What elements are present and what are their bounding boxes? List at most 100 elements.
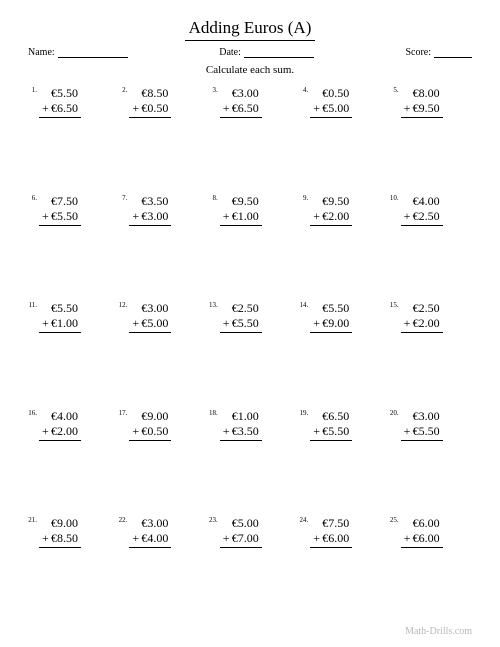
addend-top: €2.50 — [220, 301, 262, 316]
problem-cell: 21.€9.00+€8.50 — [28, 516, 110, 606]
addend-bottom: +€6.50 — [39, 101, 81, 116]
score-label: Score: — [405, 47, 431, 58]
problem-cell: 20.€3.00+€5.50 — [390, 409, 472, 499]
operator: + — [223, 316, 232, 331]
problem-cell: 2.€8.50+€0.50 — [118, 86, 200, 176]
addend-top: €0.50 — [310, 86, 352, 101]
date-line[interactable] — [244, 48, 314, 58]
addend-top: €3.00 — [401, 409, 443, 424]
problem-cell: 7.€3.50+€3.00 — [118, 194, 200, 284]
problem-body: €6.00+€6.00 — [401, 516, 443, 548]
problem-cell: 23.€5.00+€7.00 — [209, 516, 291, 606]
problem-body: €6.50+€5.50 — [310, 409, 352, 441]
problem-cell: 12.€3.00+€5.00 — [118, 301, 200, 391]
addend-bottom: +€1.00 — [220, 209, 262, 224]
problem-number: 15. — [390, 301, 401, 309]
addend-bottom: +€6.00 — [310, 531, 352, 546]
problem-body: €3.00+€5.50 — [401, 409, 443, 441]
operator: + — [42, 101, 51, 116]
problem-body: €9.50+€2.00 — [310, 194, 352, 226]
problem-number: 18. — [209, 409, 220, 417]
sum-rule — [129, 225, 171, 226]
sum-rule — [310, 225, 352, 226]
problem-number: 8. — [209, 194, 220, 202]
addend-bottom: +€7.00 — [220, 531, 262, 546]
addend-top-value: €6.50 — [322, 409, 349, 423]
problem-cell: 16.€4.00+€2.00 — [28, 409, 110, 499]
addend-bottom-value: €6.50 — [51, 101, 78, 115]
addend-bottom: +€0.50 — [129, 424, 171, 439]
name-field: Name: — [28, 47, 128, 58]
sum-rule — [129, 547, 171, 548]
addend-top: €9.50 — [310, 194, 352, 209]
addend-bottom: +€5.50 — [220, 316, 262, 331]
operator: + — [223, 209, 232, 224]
addend-top-value: €7.50 — [51, 194, 78, 208]
problem-number: 22. — [118, 516, 129, 524]
problem-number: 12. — [118, 301, 129, 309]
addend-bottom-value: €1.00 — [232, 209, 259, 223]
problem-cell: 25.€6.00+€6.00 — [390, 516, 472, 606]
sum-rule — [39, 332, 81, 333]
problem-number: 2. — [118, 86, 129, 94]
addend-bottom-value: €7.00 — [232, 531, 259, 545]
operator: + — [404, 531, 413, 546]
addend-top-value: €8.00 — [413, 86, 440, 100]
operator: + — [313, 209, 322, 224]
addend-bottom: +€0.50 — [129, 101, 171, 116]
addend-top: €3.00 — [129, 301, 171, 316]
sum-rule — [39, 547, 81, 548]
addend-bottom: +€1.00 — [39, 316, 81, 331]
problem-body: €5.50+€6.50 — [39, 86, 81, 118]
operator: + — [404, 424, 413, 439]
sum-rule — [401, 547, 443, 548]
problem-number: 1. — [28, 86, 39, 94]
sum-rule — [310, 547, 352, 548]
problem-cell: 11.€5.50+€1.00 — [28, 301, 110, 391]
addend-bottom: +€3.50 — [220, 424, 262, 439]
addend-top-value: €5.50 — [322, 301, 349, 315]
sum-rule — [401, 440, 443, 441]
addend-bottom-value: €5.50 — [413, 424, 440, 438]
addend-bottom: +€2.00 — [39, 424, 81, 439]
addend-bottom-value: €9.50 — [413, 101, 440, 115]
addend-bottom-value: €5.00 — [141, 316, 168, 330]
operator: + — [223, 424, 232, 439]
operator: + — [42, 209, 51, 224]
addend-bottom-value: €5.50 — [232, 316, 259, 330]
addend-top: €9.00 — [129, 409, 171, 424]
addend-top-value: €4.00 — [51, 409, 78, 423]
operator: + — [223, 101, 232, 116]
problem-number: 24. — [299, 516, 310, 524]
addend-bottom: +€2.00 — [310, 209, 352, 224]
problem-body: €5.00+€7.00 — [220, 516, 262, 548]
sum-rule — [39, 440, 81, 441]
sum-rule — [220, 117, 262, 118]
addend-bottom: +€5.50 — [310, 424, 352, 439]
sum-rule — [129, 332, 171, 333]
addend-bottom: +€5.50 — [39, 209, 81, 224]
sum-rule — [129, 440, 171, 441]
problem-body: €8.00+€9.50 — [401, 86, 443, 118]
sum-rule — [220, 547, 262, 548]
title-underline — [185, 40, 315, 41]
addend-top-value: €7.50 — [322, 516, 349, 530]
problem-number: 9. — [299, 194, 310, 202]
operator: + — [42, 531, 51, 546]
name-line[interactable] — [58, 48, 128, 58]
addend-bottom-value: €9.00 — [322, 316, 349, 330]
problem-cell: 3.€3.00+€6.50 — [209, 86, 291, 176]
addend-bottom-value: €8.50 — [51, 531, 78, 545]
problem-cell: 18.€1.00+€3.50 — [209, 409, 291, 499]
addend-bottom: +€5.50 — [401, 424, 443, 439]
score-line[interactable] — [434, 48, 472, 58]
sum-rule — [39, 117, 81, 118]
addend-bottom: +€8.50 — [39, 531, 81, 546]
footer-text: Math-Drills.com — [405, 626, 472, 637]
operator: + — [313, 316, 322, 331]
addend-top: €3.00 — [220, 86, 262, 101]
addend-top: €6.50 — [310, 409, 352, 424]
operator: + — [313, 531, 322, 546]
problem-body: €1.00+€3.50 — [220, 409, 262, 441]
addend-top-value: €4.00 — [413, 194, 440, 208]
